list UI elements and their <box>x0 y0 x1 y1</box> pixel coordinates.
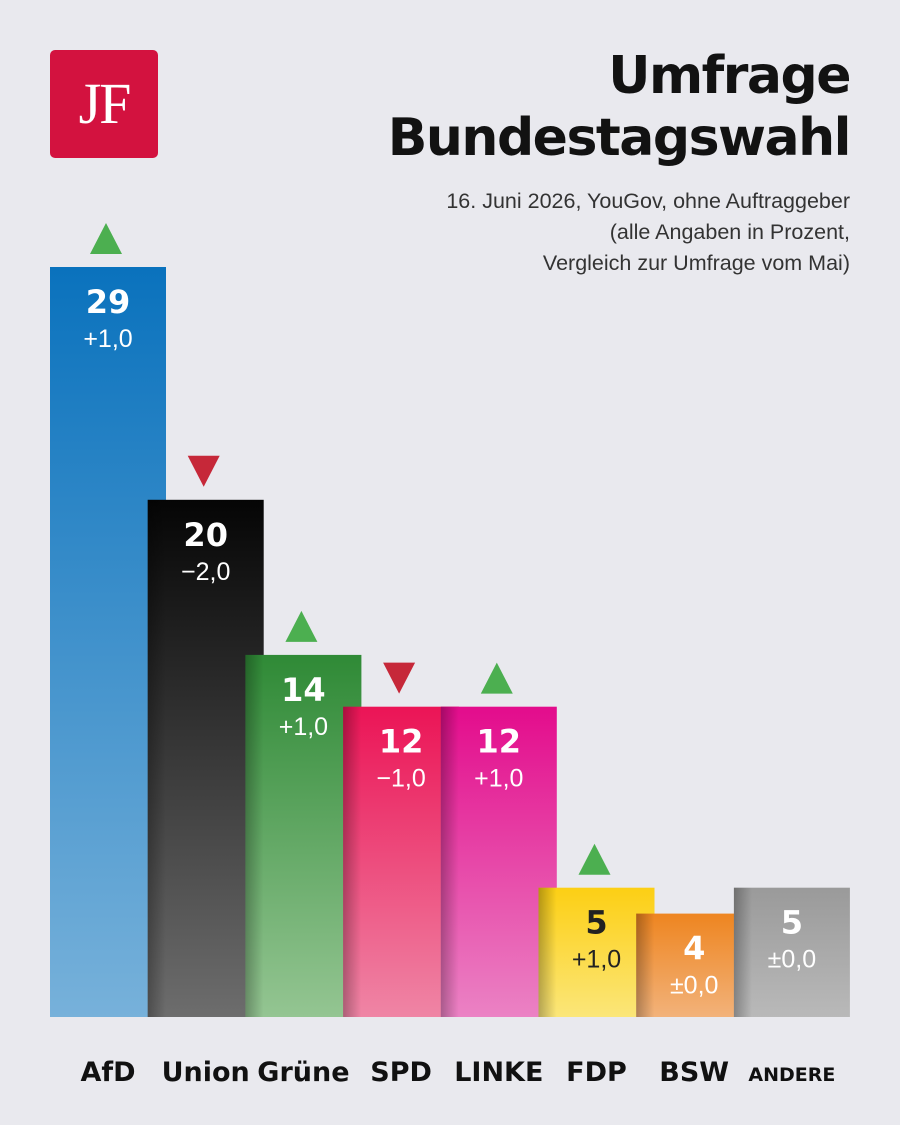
jf-logo: JF <box>50 50 158 158</box>
bar-edge-shade <box>636 913 655 1017</box>
category-label-linke: LINKE <box>454 1057 543 1088</box>
logo-text: JF <box>78 71 132 136</box>
change-label: ±0,0 <box>768 946 816 974</box>
change-label: +1,0 <box>474 765 523 793</box>
chart-title: Umfrage Bundestagswahl <box>250 45 852 169</box>
value-label: 20 <box>183 516 228 554</box>
chart-subtitle: 16. Juni 2026, YouGov, ohne Auftraggeber… <box>250 186 850 279</box>
bar-spd <box>343 706 460 1017</box>
bar-andere <box>733 887 850 1017</box>
bar-edge-shade <box>343 706 362 1017</box>
bar-edge-shade <box>733 887 752 1017</box>
subtitle-line-1: 16. Juni 2026, YouGov, ohne Auftraggeber <box>446 189 850 213</box>
value-label: 14 <box>281 671 326 709</box>
title-line-1: Umfrage <box>608 46 851 106</box>
bar-linke <box>440 706 557 1017</box>
change-label: +1,0 <box>279 713 328 741</box>
change-label: ±0,0 <box>670 972 718 1000</box>
value-label: 12 <box>379 723 424 761</box>
category-label-afd: AfD <box>80 1057 135 1088</box>
trend-up-icon <box>480 662 513 694</box>
value-label: 12 <box>477 723 522 761</box>
change-label: −2,0 <box>181 558 230 586</box>
value-label: 5 <box>781 904 803 942</box>
subtitle-line-3: Vergleich zur Umfrage vom Mai) <box>542 251 850 275</box>
trend-up-icon <box>578 843 611 875</box>
category-label-union: Union <box>162 1057 250 1088</box>
title-line-2: Bundestagswahl <box>387 108 852 168</box>
bar-bsw <box>636 913 753 1017</box>
bar-edge-shade <box>147 499 166 1017</box>
category-label-spd: SPD <box>370 1057 432 1088</box>
trend-down-icon <box>187 455 220 487</box>
change-label: +1,0 <box>572 946 621 974</box>
bar-fdp <box>538 887 655 1017</box>
category-label-bsw: BSW <box>659 1057 729 1088</box>
category-label-andere: ANDERE <box>748 1064 835 1086</box>
category-label-fdp: FDP <box>566 1057 627 1088</box>
change-label: −1,0 <box>376 765 425 793</box>
bar-grüne <box>245 654 362 1017</box>
bar-edge-shade <box>538 887 557 1017</box>
bar-union <box>147 499 264 1017</box>
value-label: 4 <box>683 930 705 968</box>
value-label: 29 <box>86 283 131 321</box>
bar-edge-shade <box>440 706 459 1017</box>
category-label-grüne: Grüne <box>257 1057 349 1088</box>
change-label: +1,0 <box>83 325 132 353</box>
trend-up-icon <box>285 610 318 642</box>
subtitle-line-2: (alle Angaben in Prozent, <box>609 220 850 244</box>
bar-afd <box>50 267 166 1017</box>
trend-up-icon <box>90 223 122 254</box>
value-label: 5 <box>585 904 607 942</box>
bar-edge-shade <box>245 654 264 1017</box>
trend-down-icon <box>383 662 416 694</box>
